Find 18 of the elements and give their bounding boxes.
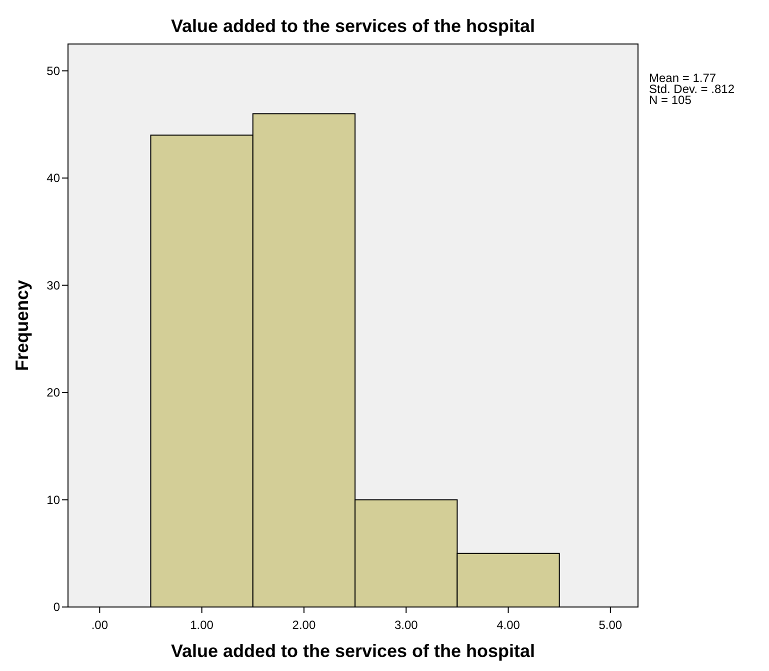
x-tick-label: 2.00 <box>292 618 316 632</box>
y-tick-label: 0 <box>53 600 60 614</box>
text: N = 105 <box>649 93 692 107</box>
y-tick-label: 50 <box>46 64 60 78</box>
text: Mean = 1.77 <box>649 71 716 85</box>
y-tick-label: 40 <box>46 171 60 186</box>
y-tick-label: 30 <box>46 278 60 292</box>
chart-title: Value added to the services of the hospital <box>170 16 536 36</box>
x-tick-label: 4.00 <box>496 618 520 632</box>
x-tick-label: .00 <box>91 618 108 632</box>
y-tick-label: 20 <box>46 386 60 400</box>
y-axis-title: Frequency <box>12 280 32 372</box>
text: Std. Dev. = .812 <box>649 82 735 96</box>
x-tick-label: 3.00 <box>394 618 418 632</box>
x-tick-label: 1.00 <box>190 618 214 632</box>
y-tick-label: 10 <box>46 492 60 507</box>
x-tick-label: 5.00 <box>598 618 622 632</box>
x-axis-title: Value added to the services of the hospital <box>170 641 536 661</box>
